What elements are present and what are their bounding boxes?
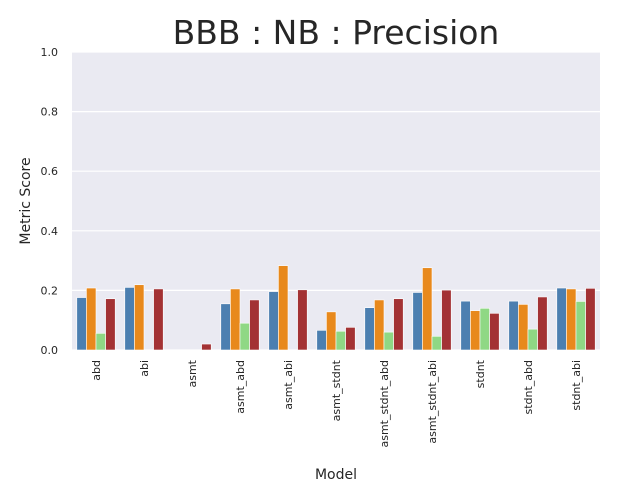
y-tick-label: 1.0 — [41, 46, 59, 59]
bar — [364, 307, 375, 351]
x-tick-label: asmt — [186, 359, 199, 387]
bar — [297, 289, 308, 351]
bar — [249, 299, 260, 351]
bar — [134, 284, 145, 351]
bar — [585, 288, 596, 351]
bar — [374, 299, 385, 351]
bar — [508, 300, 519, 351]
bar — [345, 327, 356, 351]
y-axis-ticks: 0.0 0.2 0.4 0.6 0.8 1.0 — [41, 46, 59, 357]
bar — [230, 288, 241, 351]
x-tick-label: stdnt_abd — [522, 360, 535, 415]
bar — [220, 303, 231, 351]
bar — [460, 300, 471, 351]
bars — [76, 265, 596, 351]
x-tick-label: asmt_stdnt — [330, 359, 343, 421]
x-axis-label: Model — [315, 467, 357, 483]
bar — [575, 301, 586, 351]
x-tick-label: asmt_abd — [234, 360, 247, 414]
y-tick-label: 0.2 — [41, 284, 59, 297]
bar — [479, 307, 490, 351]
bar — [383, 331, 394, 351]
bar — [201, 343, 212, 351]
x-tick-label: asmt_abi — [282, 360, 295, 410]
x-axis-ticks: abd abi asmt asmt_abd asmt_abi asmt_stdnt asmt… — [90, 359, 583, 447]
y-tick-label: 0.4 — [41, 225, 59, 238]
bar — [441, 289, 452, 351]
bar — [422, 267, 433, 351]
bar — [335, 330, 346, 351]
bar — [470, 310, 481, 351]
x-tick-label: asmt_stdnt_abd — [378, 360, 391, 448]
bar — [566, 288, 577, 351]
bar — [556, 287, 567, 351]
bar — [86, 287, 97, 351]
bar — [518, 304, 529, 351]
y-tick-label: 0.6 — [41, 165, 59, 178]
bar — [489, 313, 500, 351]
bar — [239, 322, 250, 351]
bar — [412, 292, 423, 351]
x-tick-label: abd — [90, 360, 103, 381]
y-axis-label: Metric Score — [18, 157, 34, 244]
x-tick-label: stdnt — [474, 359, 487, 388]
bar — [153, 288, 164, 351]
bar — [431, 335, 442, 351]
bar — [278, 265, 289, 351]
y-tick-label: 0.0 — [41, 344, 59, 357]
y-tick-label: 0.8 — [41, 106, 59, 119]
bar — [537, 296, 548, 351]
chart-title: BBB : NB : Precision — [173, 13, 500, 52]
bar — [76, 297, 87, 351]
bar — [393, 298, 404, 351]
bar — [326, 311, 337, 351]
x-tick-label: abi — [138, 360, 151, 377]
bar — [527, 328, 538, 351]
bar — [268, 291, 279, 351]
bar — [95, 333, 106, 351]
x-tick-label: stdnt_abi — [570, 360, 583, 411]
bar — [124, 287, 135, 351]
bar — [105, 298, 116, 351]
x-tick-label: asmt_stdnt_abi — [426, 360, 439, 444]
bar — [316, 330, 327, 351]
